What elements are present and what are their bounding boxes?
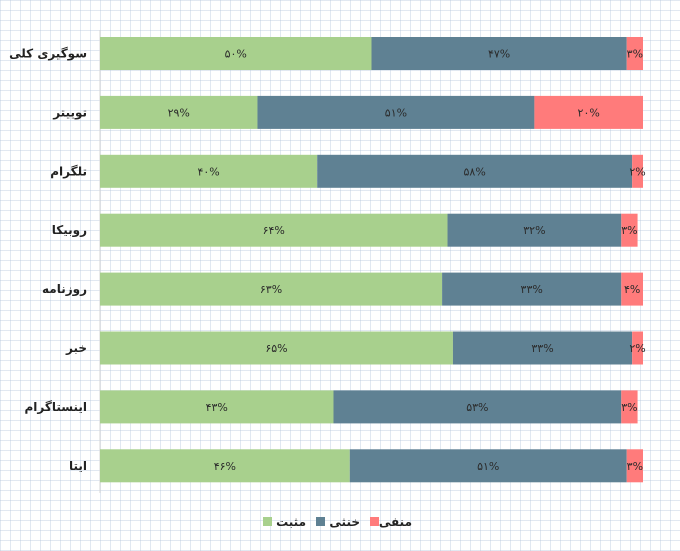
data-label: ۶۴%: [263, 224, 285, 237]
legend-label: منفی: [379, 515, 412, 529]
data-label: ۴۳%: [206, 401, 228, 414]
data-label: ۳۳%: [531, 342, 553, 355]
data-label: ۲%: [629, 165, 645, 178]
data-label: ۴۰%: [197, 165, 219, 178]
data-label: ۲۰%: [578, 106, 600, 119]
bar-segment: [333, 390, 622, 424]
bar-segment: [442, 272, 622, 306]
bar-segment: [632, 154, 643, 188]
data-label: ۳۳%: [521, 283, 543, 296]
data-label: ۵۱%: [385, 106, 407, 119]
data-label: ۲%: [629, 342, 645, 355]
bar-segment: [100, 37, 372, 70]
category-label: روبیکا: [52, 223, 87, 238]
legend-label: مثبت: [276, 515, 306, 529]
bar-segment: [534, 95, 643, 129]
bar-segment: [447, 213, 622, 247]
data-label: ۶۳%: [260, 283, 282, 296]
bar-segment: [452, 331, 633, 365]
data-label: ۴۷%: [488, 48, 510, 61]
category-labels: سوگیری کلی توییتر تلگرام روبیکا روزنامه خبر ای…: [9, 47, 87, 473]
data-label: ۳%: [627, 460, 643, 473]
bar-segment: [100, 331, 453, 365]
data-label: ۶۵%: [265, 342, 287, 355]
data-label: ۲۹%: [168, 106, 190, 119]
category-label: ایتا: [69, 459, 87, 473]
bar-segment: [632, 331, 643, 365]
category-label: روزنامه: [42, 282, 87, 297]
legend-swatch: [370, 517, 379, 526]
legend-swatch: [263, 517, 272, 526]
data-label: ۳%: [621, 224, 637, 237]
bar-segment: [100, 449, 350, 483]
bar-segment: [371, 37, 627, 70]
bar-segment: [100, 272, 443, 306]
bar-segment: [621, 272, 643, 306]
category-label: خبر: [65, 341, 87, 355]
bar-segment: [621, 213, 638, 247]
category-label: سوگیری کلی: [9, 47, 87, 62]
legend-label: خنثی: [329, 515, 360, 529]
bar-segment: [100, 390, 334, 424]
bar-segment: [257, 95, 535, 129]
bars-layer: ۵۰% ۴۷% ۳% ۲۹% ۵۱% ۲۰% ۴۰% ۵۸% ۲% ۶۴% ۳۲% ۳% ۶۳% ۳۳% ۴…: [100, 37, 646, 483]
bar-segment: [626, 449, 643, 483]
bar-segment: [100, 95, 258, 129]
data-label: ۵۳%: [466, 401, 488, 414]
data-label: ۳%: [621, 401, 637, 414]
legend-swatch: [316, 517, 325, 526]
data-label: ۳۲%: [523, 224, 545, 237]
category-label: اینستاگرام: [25, 400, 87, 415]
data-label: ۴۶%: [214, 460, 236, 473]
legend: مثبت خنثی منفی: [263, 515, 412, 529]
category-label: تلگرام: [50, 164, 87, 179]
data-label: ۳%: [627, 48, 643, 61]
bar-segment: [349, 449, 627, 483]
data-label: ۵۰%: [225, 48, 247, 61]
category-label: توییتر: [52, 105, 87, 120]
bar-segment: [100, 213, 448, 247]
bar-segment: [626, 37, 643, 70]
bar-segment: [621, 390, 638, 424]
data-label: ۵۱%: [477, 460, 499, 473]
bar-segment: [317, 154, 633, 188]
data-label: ۴%: [624, 283, 640, 296]
bar-segment: [100, 154, 318, 188]
data-label: ۵۸%: [464, 165, 486, 178]
